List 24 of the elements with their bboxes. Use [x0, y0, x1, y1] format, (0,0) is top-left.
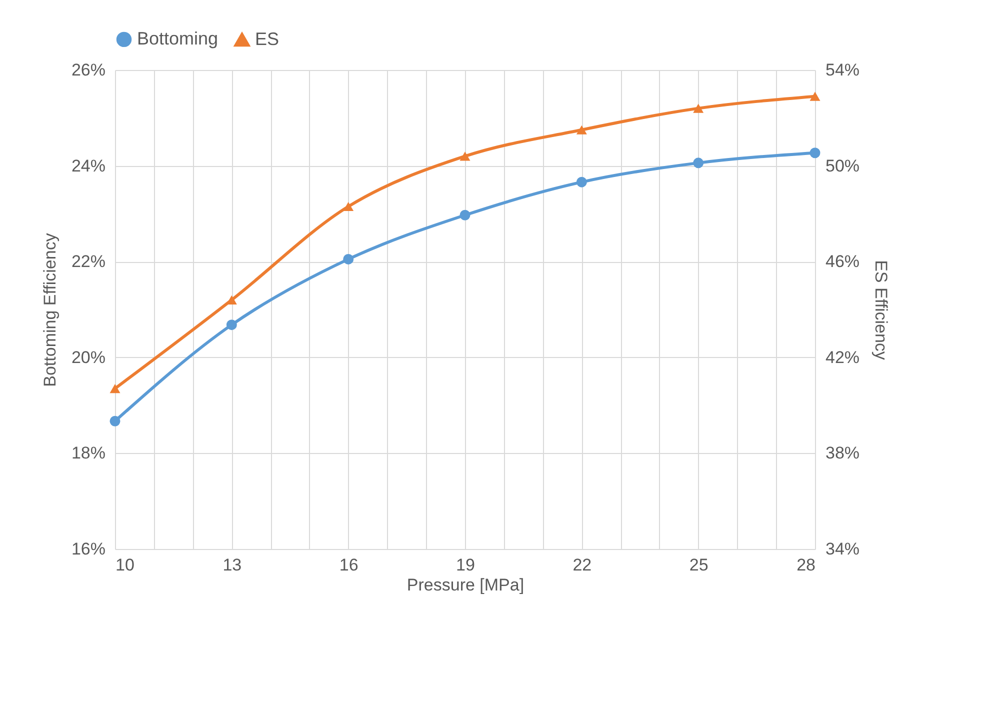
x-tick-label: 13 — [222, 556, 242, 574]
x-tick-label: 22 — [572, 556, 592, 574]
y2-tick-label: 42% — [826, 348, 860, 367]
y2-tick-label: 50% — [826, 156, 860, 176]
legend-label: ES — [255, 28, 280, 49]
y2-tick-label: 38% — [826, 444, 860, 463]
y-axis-title: Bottoming Efficiency — [40, 232, 60, 387]
x-tick-label: 19 — [456, 556, 475, 574]
x-tick-label: 25 — [689, 556, 708, 574]
y2-axis-title: ES Efficiency — [872, 260, 891, 360]
y-tick-label: 22% — [71, 252, 106, 272]
y2-tick-label: 54% — [826, 60, 860, 80]
y-tick-label: 20% — [71, 348, 106, 367]
legend-label: Bottoming — [137, 28, 218, 48]
x-tick-label: 10 — [116, 556, 134, 574]
x-axis-title: Pressure [MPa] — [406, 576, 524, 594]
y2-tick-label: 34% — [826, 540, 860, 558]
y2-tick-label: 46% — [826, 252, 860, 272]
y-tick-label: 26% — [71, 60, 106, 80]
x-tick-label: 16 — [339, 556, 358, 574]
x-tick-label: 28 — [796, 556, 816, 574]
y-tick-label: 18% — [71, 444, 106, 463]
y-tick-label: 16% — [71, 540, 106, 558]
y-tick-label: 24% — [71, 156, 106, 176]
